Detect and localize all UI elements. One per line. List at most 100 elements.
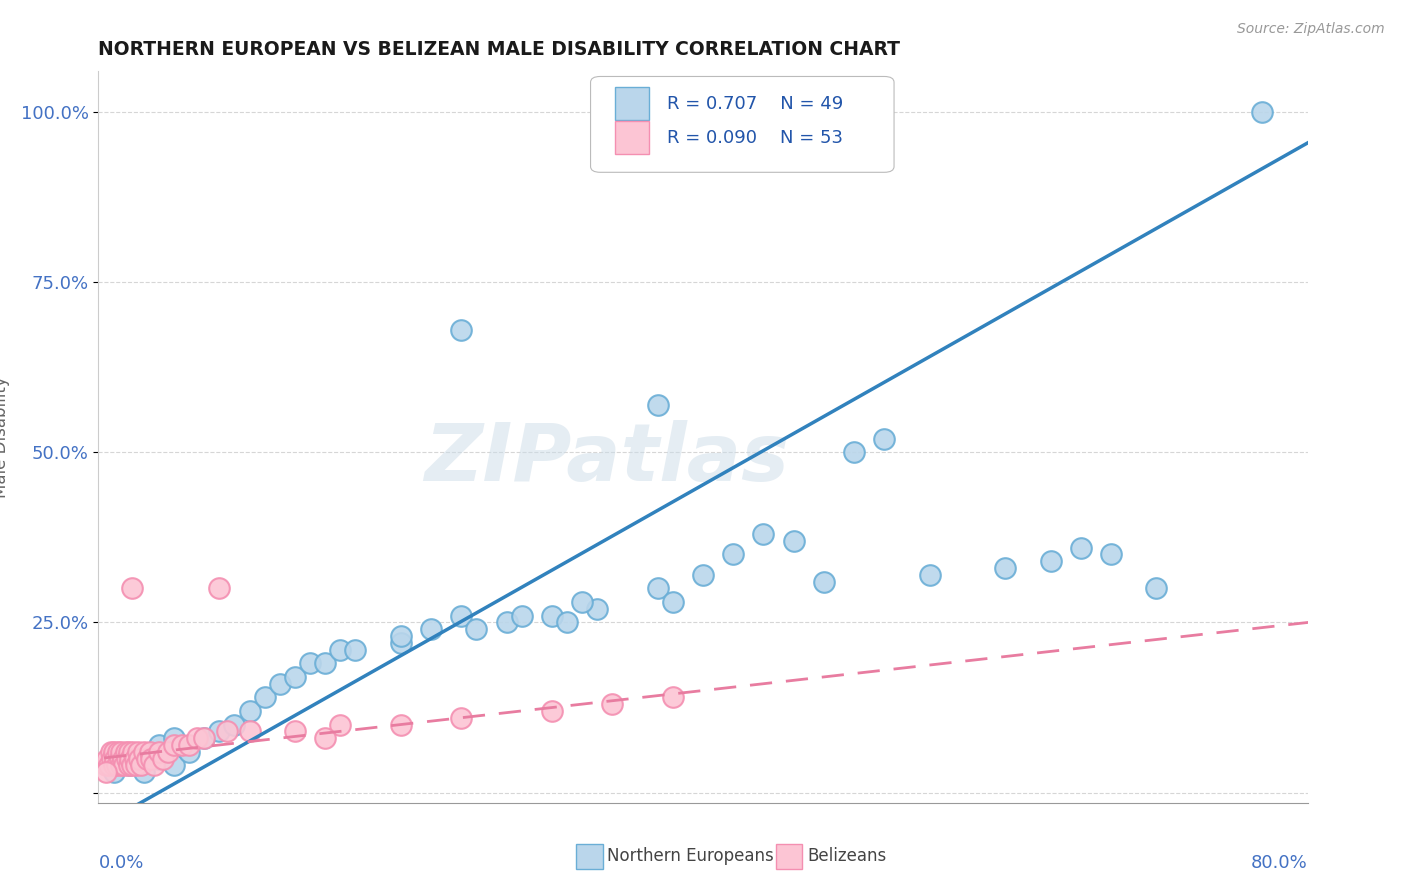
- Point: [329, 642, 352, 657]
- Point: [127, 745, 149, 759]
- Point: [96, 751, 118, 765]
- Text: 80.0%: 80.0%: [1251, 854, 1308, 872]
- Point: [344, 642, 367, 657]
- Point: [314, 731, 336, 746]
- Text: ZIPatlas: ZIPatlas: [423, 420, 789, 498]
- Point: [420, 622, 443, 636]
- Point: [239, 704, 262, 718]
- FancyBboxPatch shape: [591, 77, 894, 172]
- Point: [110, 745, 132, 759]
- Point: [661, 595, 683, 609]
- Point: [602, 697, 624, 711]
- Point: [647, 582, 669, 596]
- Point: [723, 548, 745, 562]
- Point: [555, 615, 578, 630]
- Point: [104, 751, 127, 765]
- Point: [141, 751, 163, 765]
- Point: [389, 717, 412, 731]
- Point: [107, 745, 129, 759]
- Text: Source: ZipAtlas.com: Source: ZipAtlas.com: [1237, 22, 1385, 37]
- Point: [329, 717, 352, 731]
- Point: [128, 751, 150, 765]
- Point: [647, 398, 669, 412]
- Point: [1039, 554, 1062, 568]
- Point: [121, 758, 143, 772]
- Point: [661, 690, 683, 705]
- Point: [284, 724, 307, 739]
- Point: [118, 745, 141, 759]
- Point: [692, 567, 714, 582]
- Point: [450, 323, 472, 337]
- Point: [118, 758, 141, 772]
- Point: [118, 758, 141, 772]
- Point: [918, 567, 941, 582]
- Point: [215, 724, 238, 739]
- FancyBboxPatch shape: [776, 844, 803, 869]
- Point: [108, 751, 131, 765]
- Point: [994, 561, 1017, 575]
- Text: NORTHERN EUROPEAN VS BELIZEAN MALE DISABILITY CORRELATION CHART: NORTHERN EUROPEAN VS BELIZEAN MALE DISAB…: [98, 39, 900, 59]
- Point: [115, 751, 138, 765]
- Point: [103, 758, 125, 772]
- Text: R = 0.090    N = 53: R = 0.090 N = 53: [666, 129, 842, 147]
- Point: [139, 745, 162, 759]
- Point: [100, 745, 122, 759]
- Point: [94, 765, 117, 780]
- Point: [143, 758, 166, 772]
- Point: [813, 574, 835, 589]
- FancyBboxPatch shape: [614, 121, 648, 154]
- Point: [179, 738, 201, 752]
- Point: [132, 745, 155, 759]
- Point: [510, 608, 533, 623]
- Point: [873, 432, 896, 446]
- Point: [156, 745, 179, 759]
- Point: [152, 751, 174, 765]
- Point: [135, 751, 157, 765]
- Point: [752, 527, 775, 541]
- Point: [163, 738, 186, 752]
- Text: Northern Europeans: Northern Europeans: [607, 847, 775, 865]
- Point: [224, 717, 246, 731]
- Point: [170, 738, 193, 752]
- Point: [148, 738, 170, 752]
- Point: [129, 758, 152, 772]
- Point: [586, 602, 609, 616]
- Point: [148, 751, 170, 765]
- Y-axis label: Male Disability: Male Disability: [0, 376, 10, 498]
- Point: [125, 758, 148, 772]
- Point: [208, 582, 231, 596]
- Point: [122, 745, 145, 759]
- Point: [783, 533, 806, 548]
- Point: [540, 704, 562, 718]
- Point: [1251, 105, 1274, 120]
- Text: 0.0%: 0.0%: [98, 854, 143, 872]
- Point: [163, 758, 186, 772]
- Point: [105, 758, 128, 772]
- Point: [495, 615, 517, 630]
- Point: [103, 745, 125, 759]
- Point: [121, 582, 143, 596]
- Point: [284, 670, 307, 684]
- Point: [299, 657, 322, 671]
- Point: [253, 690, 276, 705]
- Point: [571, 595, 593, 609]
- Point: [450, 608, 472, 623]
- Point: [389, 629, 412, 643]
- Point: [111, 751, 134, 765]
- Text: Belizeans: Belizeans: [807, 847, 886, 865]
- Point: [179, 745, 201, 759]
- Point: [132, 765, 155, 780]
- Point: [101, 751, 124, 765]
- Point: [163, 731, 186, 746]
- Point: [94, 758, 117, 772]
- Point: [112, 758, 135, 772]
- Point: [389, 636, 412, 650]
- Point: [124, 751, 146, 765]
- Point: [98, 758, 121, 772]
- Point: [114, 745, 136, 759]
- Point: [1099, 548, 1122, 562]
- Point: [186, 731, 208, 746]
- Point: [269, 677, 291, 691]
- Point: [208, 724, 231, 739]
- Point: [103, 765, 125, 780]
